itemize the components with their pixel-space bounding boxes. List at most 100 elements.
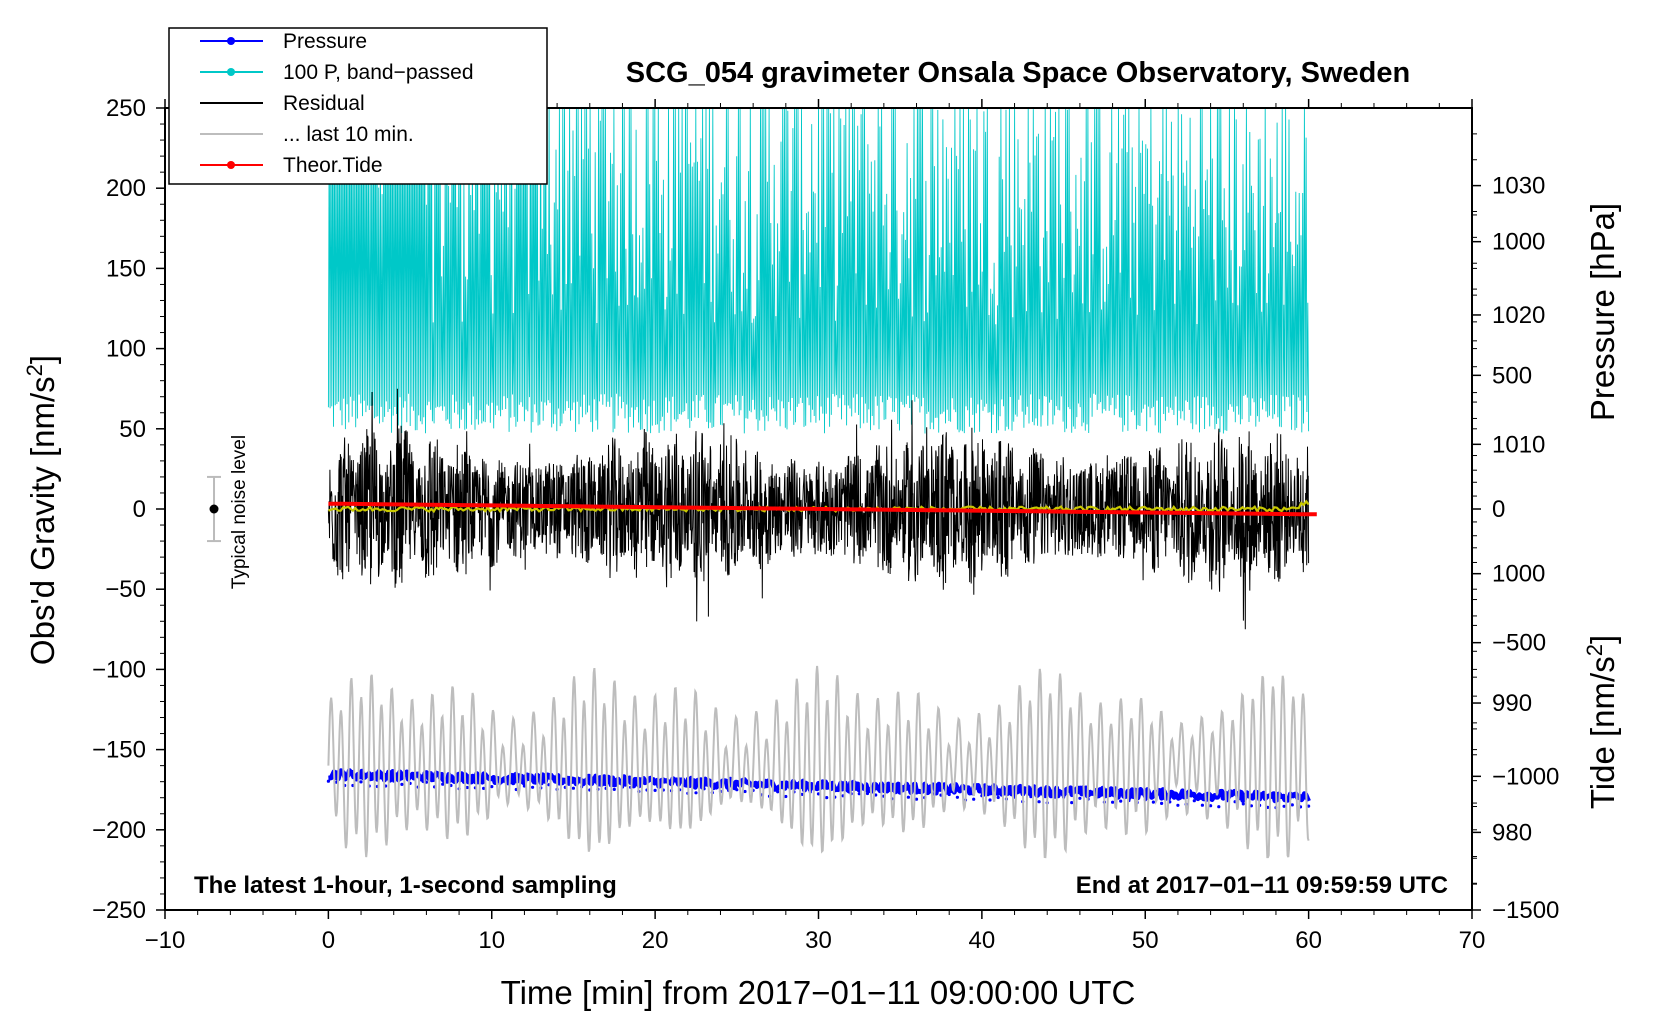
band-passed-pressure-series bbox=[327, 108, 1310, 434]
end-time-annotation: End at 2017−01−11 09:59:59 UTC bbox=[1076, 872, 1448, 899]
pressure-tick-label: 990 bbox=[1492, 690, 1532, 717]
pressure-point bbox=[1249, 804, 1253, 808]
pressure-point bbox=[653, 788, 657, 793]
pressure-point bbox=[1176, 803, 1180, 807]
y-tick-label: −50 bbox=[105, 576, 146, 603]
pressure-point bbox=[857, 792, 861, 796]
pressure-point bbox=[1029, 795, 1033, 799]
legend-label: Residual bbox=[283, 92, 365, 115]
legend-box bbox=[168, 27, 548, 185]
left-axis-ticks: 250 200 150 100 50 0 −50 −100 −150 −200 −250 bbox=[92, 95, 165, 924]
pressure-tick-label: 1010 bbox=[1492, 431, 1545, 458]
pressure-point bbox=[1307, 804, 1311, 808]
tide-tick-label: 1000 bbox=[1492, 229, 1545, 256]
x-tick-label: −10 bbox=[145, 927, 186, 954]
pressure-point bbox=[743, 789, 747, 794]
pressure-point bbox=[531, 785, 535, 789]
pressure-point bbox=[1282, 804, 1286, 808]
legend-label: ... last 10 min. bbox=[283, 123, 414, 146]
pressure-series bbox=[326, 768, 1311, 810]
y-tick-label: 150 bbox=[106, 255, 146, 282]
pressure-point bbox=[1037, 800, 1041, 804]
noise-bar-center bbox=[209, 504, 219, 514]
pressure-point bbox=[972, 797, 976, 801]
pressure-point bbox=[1119, 799, 1123, 803]
pressure-point bbox=[482, 786, 486, 791]
y-tick-label: −250 bbox=[92, 897, 146, 924]
pressure-axis-title: Pressure [hPa] bbox=[1584, 203, 1621, 421]
noise-label: Typical noise level bbox=[229, 435, 250, 589]
x-tick-label: 10 bbox=[478, 927, 505, 954]
pressure-point bbox=[1151, 800, 1155, 804]
y-tick-label: 50 bbox=[119, 416, 146, 443]
pressure-point bbox=[400, 782, 404, 787]
legend-label: 100 P, band−passed bbox=[283, 61, 474, 84]
x-tick-label: 0 bbox=[322, 927, 335, 954]
pressure-point bbox=[1111, 800, 1115, 804]
tide-line bbox=[328, 501, 1317, 517]
legend-marker bbox=[227, 68, 235, 76]
legend-marker bbox=[227, 37, 235, 45]
tide-tick-label: −500 bbox=[1492, 630, 1546, 657]
tide-axis-ticks: 1000 500 0 −500 −1000 −1500 bbox=[1472, 214, 1559, 924]
pressure-tick-label: 1030 bbox=[1492, 173, 1545, 200]
pressure-point bbox=[571, 786, 576, 790]
last-10-min-series bbox=[327, 665, 1310, 859]
pressure-point bbox=[359, 780, 363, 784]
x-tick-label: 70 bbox=[1459, 927, 1486, 954]
pressure-point bbox=[996, 795, 1000, 800]
sampling-annotation: The latest 1-hour, 1-second sampling bbox=[194, 872, 617, 899]
left-axis-title: Obs'd Gravity [nm/s2] bbox=[22, 355, 61, 665]
pressure-point bbox=[1200, 803, 1204, 807]
legend-marker bbox=[227, 161, 235, 169]
noise-level-indicator bbox=[207, 475, 222, 543]
pressure-point bbox=[694, 791, 698, 795]
pressure-point bbox=[865, 791, 870, 796]
y-tick-label: 250 bbox=[106, 95, 146, 122]
pressure-point bbox=[1217, 805, 1221, 809]
pressure-point bbox=[735, 788, 739, 792]
pressure-point bbox=[914, 797, 919, 801]
tide-axis-title: Tide [nm/s2] bbox=[1582, 635, 1621, 809]
pressure-point bbox=[800, 792, 804, 797]
y-tick-label: 100 bbox=[106, 336, 146, 363]
y-tick-label: −100 bbox=[92, 656, 146, 683]
pressure-point bbox=[776, 790, 780, 794]
last-10-min-line bbox=[327, 665, 1310, 859]
pressure-point bbox=[825, 796, 829, 800]
chart-title: SCG_054 gravimeter Onsala Space Observat… bbox=[626, 57, 1410, 89]
pressure-point bbox=[988, 798, 992, 802]
pressure-point bbox=[1209, 804, 1213, 808]
y-tick-label: 200 bbox=[106, 175, 146, 202]
pressure-axis-ticks: 980 990 1000 1010 1020 1030 bbox=[1472, 133, 1545, 885]
legend: Pressure 100 P, band−passed Residual ... la… bbox=[168, 27, 548, 185]
theoretical-tide-series bbox=[328, 501, 1317, 517]
pressure-point bbox=[1241, 802, 1245, 806]
pressure-point bbox=[1078, 796, 1082, 800]
y-tick-label: 0 bbox=[133, 496, 146, 523]
pressure-point bbox=[816, 792, 821, 796]
pressure-tick-label: 980 bbox=[1492, 819, 1532, 846]
pressure-point bbox=[784, 794, 788, 799]
plot-area bbox=[326, 108, 1317, 859]
x-tick-label: 50 bbox=[1132, 927, 1159, 954]
pressure-tick-label: 1020 bbox=[1492, 302, 1545, 329]
y-tick-label: −200 bbox=[92, 817, 146, 844]
x-tick-label: 30 bbox=[805, 927, 832, 954]
x-axis-ticks: −10 0 10 20 30 40 50 60 70 bbox=[145, 99, 1486, 954]
tide-tick-label: −1500 bbox=[1492, 897, 1559, 924]
tide-tick-label: −1000 bbox=[1492, 763, 1559, 790]
x-tick-label: 20 bbox=[642, 927, 669, 954]
legend-label: Pressure bbox=[283, 30, 367, 53]
pressure-point bbox=[1290, 803, 1294, 807]
x-tick-label: 40 bbox=[969, 927, 996, 954]
x-axis-title: Time [min] from 2017−01−11 09:00:00 UTC bbox=[501, 974, 1136, 1011]
pressure-point bbox=[326, 779, 330, 783]
pressure-point bbox=[906, 795, 911, 799]
pressure-point bbox=[441, 782, 445, 786]
pressure-point bbox=[612, 787, 616, 792]
pressure-point bbox=[1160, 801, 1164, 806]
tide-tick-label: 0 bbox=[1492, 496, 1505, 523]
y-tick-label: −150 bbox=[92, 737, 146, 764]
